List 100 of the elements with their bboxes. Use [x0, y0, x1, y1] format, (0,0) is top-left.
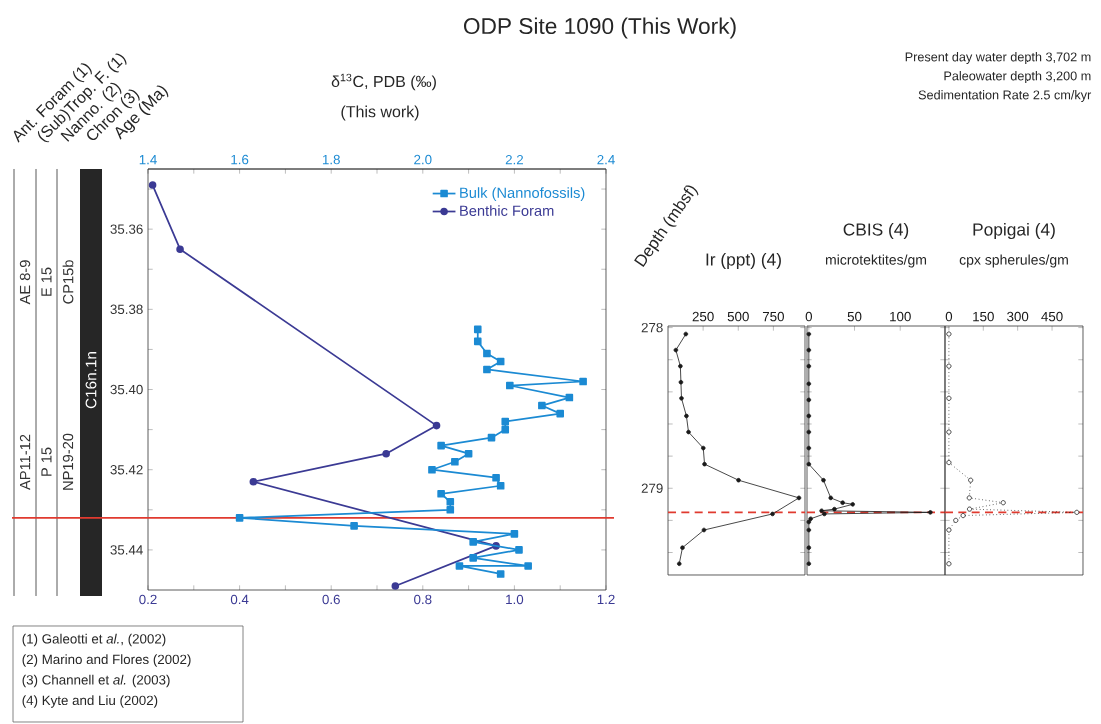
point: [806, 363, 812, 369]
x-tick-label: 500: [727, 311, 749, 322]
x-tick-label: 0.4: [230, 594, 249, 605]
x2-axis-title: δ$^{13}$C, PDB (‰): [331, 73, 436, 91]
point: [684, 413, 689, 419]
point: [966, 506, 973, 512]
x-tick-label: 0.8: [414, 594, 432, 605]
y-tick-label: 279: [641, 483, 663, 493]
x2-tick-label: 1.4: [139, 155, 157, 165]
point: [953, 517, 959, 523]
point: [382, 449, 390, 458]
x-tick-label: 0.2: [139, 594, 157, 605]
point: [928, 510, 933, 515]
text: C16n.1n: [85, 352, 97, 409]
y-tick-label: 35.40: [110, 384, 143, 395]
text: Paleowater depth 3,200 m: [944, 71, 1091, 83]
x-tick-label: 150: [973, 311, 994, 322]
chart-title: Ir (ppt) (4): [706, 252, 781, 270]
point: [806, 519, 812, 525]
chart-title: ODP Site 1090 (This Work): [463, 17, 736, 39]
point: [806, 331, 812, 337]
point: [946, 331, 952, 337]
point: [702, 461, 707, 467]
point: [806, 445, 812, 451]
point: [946, 429, 952, 435]
text: CP15b: [62, 260, 74, 304]
chart-title: Popigai (4): [973, 222, 1055, 240]
point: [960, 513, 966, 519]
x-tick-label: 100: [890, 311, 911, 322]
point: [968, 477, 974, 483]
point: [1000, 500, 1006, 506]
x-tick-label: 0: [805, 311, 813, 322]
text: AP11-12: [19, 434, 31, 490]
y-tick-label: 35.44: [110, 545, 143, 555]
point: [176, 245, 184, 253]
point: [683, 331, 689, 337]
point: [840, 500, 845, 505]
point: [680, 545, 685, 550]
chart-title: CBIS (4): [843, 222, 909, 240]
x-tick-label: 0: [945, 311, 953, 322]
point: [676, 561, 682, 567]
x-tick-label: 1.2: [597, 594, 615, 605]
point: [736, 477, 741, 483]
point: [701, 527, 707, 533]
point: [678, 363, 683, 369]
point: [821, 477, 826, 483]
point: [806, 397, 812, 403]
text: (1) Galeotti et al., (2002): [22, 633, 166, 647]
point: [806, 561, 812, 567]
x2-tick-label: 2.0: [414, 154, 432, 165]
point: [1074, 509, 1080, 515]
point: [796, 495, 802, 501]
point: [806, 545, 812, 550]
text: NP19-20: [62, 433, 74, 490]
point: [806, 461, 812, 467]
point: [770, 511, 775, 517]
point: [391, 582, 400, 590]
point: [828, 495, 834, 501]
text: (2) Marino and Flores (2002): [22, 654, 191, 667]
point: [946, 395, 952, 401]
point: [806, 527, 812, 533]
point: [806, 381, 812, 387]
x2-tick-label: 1.8: [322, 154, 340, 165]
text: (This work): [341, 105, 419, 121]
text: Present day water depth 3,702 m: [905, 52, 1091, 64]
text: E 15: [41, 267, 52, 296]
y-tick-label: 35.42: [110, 465, 143, 475]
x-tick-label: 750: [762, 311, 784, 322]
point: [946, 527, 952, 533]
legend-label: Benthic Foram: [460, 205, 554, 216]
x2-tick-label: 1.6: [231, 154, 249, 165]
point: [966, 495, 972, 501]
point: [832, 506, 837, 512]
text: Sedimentation Rate 2.5 cm/kyr: [918, 90, 1092, 102]
point: [850, 502, 855, 507]
x-tick-label: 300: [1007, 311, 1029, 322]
point: [819, 508, 824, 514]
point: [946, 561, 952, 567]
y-tick-label: 35.38: [110, 304, 143, 315]
point: [432, 421, 441, 430]
x2-tick-label: 2.2: [505, 154, 524, 165]
legend-label: Bulk (Nannofossils): [460, 187, 585, 201]
point: [946, 460, 952, 466]
x2-tick-label: 2.4: [597, 154, 615, 165]
point: [686, 429, 691, 435]
x-tick-label: 0.6: [322, 594, 340, 605]
point: [678, 379, 684, 385]
x-tick-label: 1.0: [506, 594, 524, 605]
point: [148, 181, 157, 189]
text: (4) Kyte and Liu (2002): [22, 695, 158, 708]
point: [673, 347, 679, 353]
x-tick-label: 50: [847, 311, 862, 322]
point: [806, 413, 812, 419]
point: [822, 511, 827, 517]
point: [808, 516, 813, 522]
text: AE 8-9: [19, 260, 31, 305]
point: [249, 477, 258, 486]
chart-subtitle: microtektites/gm: [825, 254, 927, 268]
point: [946, 363, 952, 369]
text: (3) Channell et al. (2003): [22, 674, 170, 688]
